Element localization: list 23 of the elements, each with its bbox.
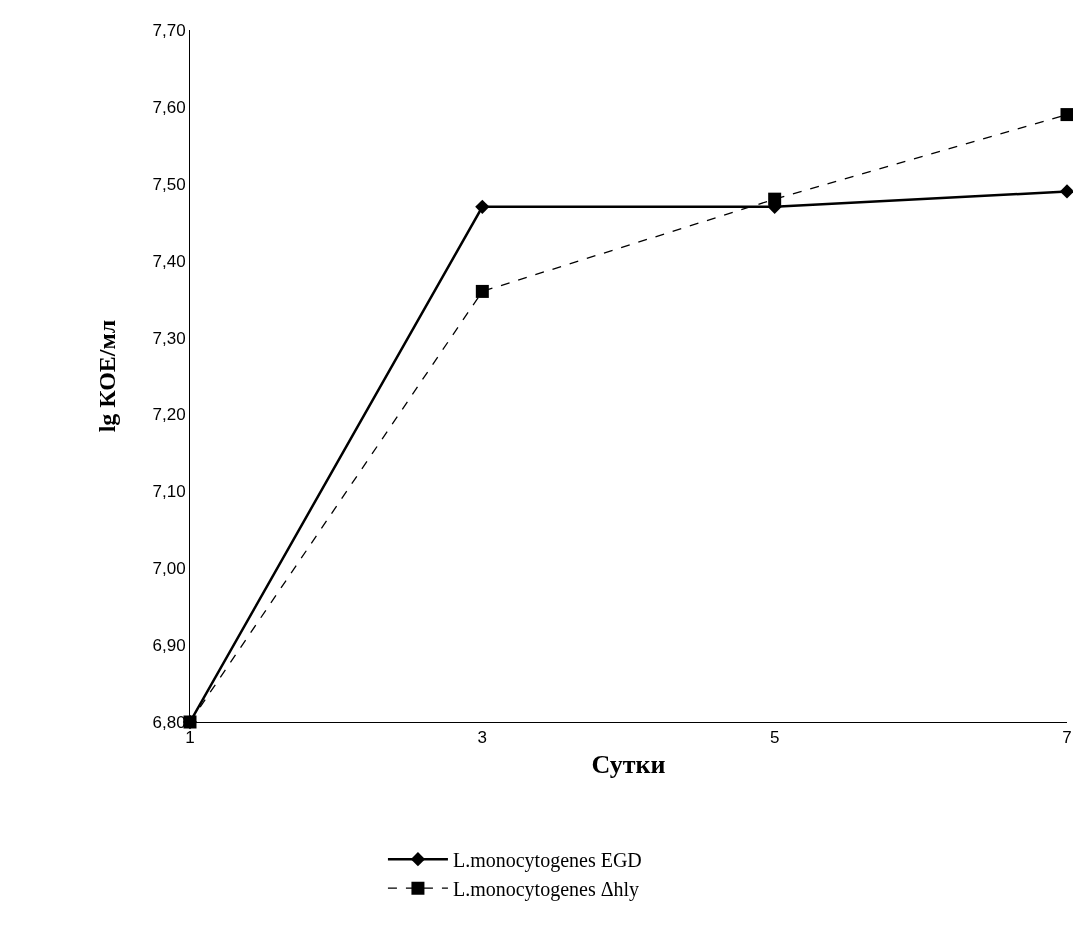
x-tick-label: 7 <box>1062 728 1072 748</box>
y-tick-label: 7,70 <box>152 20 186 40</box>
y-tick-label: 7,30 <box>152 328 186 348</box>
x-tick-label: 5 <box>769 728 780 748</box>
point <box>475 284 489 298</box>
y-tick-label: 7,40 <box>152 251 186 271</box>
y-tick-label: 6,80 <box>152 712 186 732</box>
y-axis-title: lg КОЕ/мл <box>93 319 120 433</box>
y-tick-label: 7,60 <box>152 97 186 117</box>
y-tick-label: 7,00 <box>152 559 186 579</box>
x-tick-label: 3 <box>477 728 488 748</box>
x-tick-label: 1 <box>185 728 195 748</box>
point <box>1060 108 1073 122</box>
x-axis-title: Сутки <box>591 750 666 780</box>
legend-label: L.monocytogenes Δhly <box>452 877 640 901</box>
y-tick-label: 7,20 <box>152 405 186 425</box>
y-tick-label: 7,50 <box>152 174 186 194</box>
point <box>475 199 490 214</box>
legend-label: L.monocytogenes EGD <box>452 848 642 872</box>
y-tick-label: 7,10 <box>152 482 186 502</box>
y-tick-label: 6,90 <box>152 636 186 656</box>
point <box>768 192 782 206</box>
point <box>1059 184 1073 199</box>
